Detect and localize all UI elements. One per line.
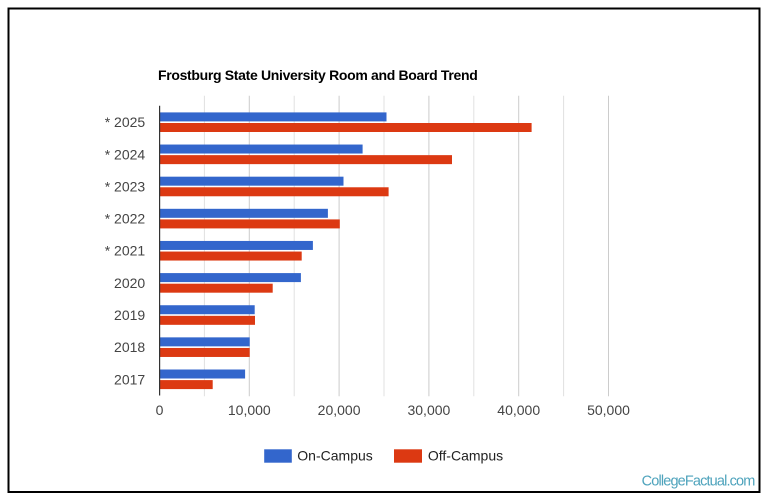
svg-text:2020: 2020 (114, 275, 145, 291)
svg-text:* 2025: * 2025 (105, 114, 146, 130)
svg-text:Frostburg State University Roo: Frostburg State University Room and Boar… (158, 67, 477, 83)
svg-text:2018: 2018 (114, 339, 145, 355)
svg-text:* 2023: * 2023 (105, 179, 146, 195)
svg-text:CollegeFactual.com: CollegeFactual.com (642, 474, 756, 490)
svg-text:20,000: 20,000 (318, 402, 361, 418)
svg-text:50,000: 50,000 (587, 402, 630, 418)
svg-text:2017: 2017 (114, 371, 145, 387)
svg-text:Off-Campus: Off-Campus (428, 448, 503, 464)
svg-text:* 2024: * 2024 (105, 146, 146, 162)
svg-text:40,000: 40,000 (497, 402, 540, 418)
svg-text:0: 0 (156, 402, 164, 418)
svg-text:On-Campus: On-Campus (297, 448, 372, 464)
svg-text:* 2021: * 2021 (105, 243, 146, 259)
svg-text:* 2022: * 2022 (105, 211, 146, 227)
svg-text:10,000: 10,000 (228, 402, 271, 418)
svg-text:2019: 2019 (114, 307, 145, 323)
svg-text:30,000: 30,000 (407, 402, 450, 418)
